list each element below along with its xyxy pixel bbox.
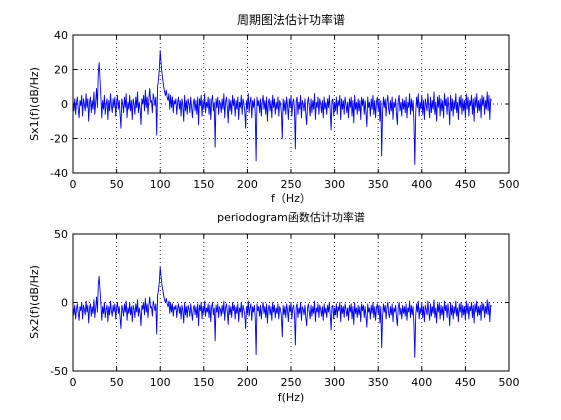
y-tick-label: -50	[50, 365, 68, 378]
x-tick-label: 450	[455, 376, 476, 389]
x-tick-label: 0	[70, 178, 77, 191]
x-tick-label: 50	[110, 376, 124, 389]
y-tick-label: 50	[54, 228, 68, 241]
x-tick-label: 500	[499, 178, 520, 191]
chart-title-top: 周期图法估计功率谱	[237, 12, 345, 27]
x-tick-label: 500	[499, 376, 520, 389]
y-axis-label-top: Sx1(f)(dB/Hz)	[28, 67, 41, 141]
x-tick-label: 350	[368, 178, 389, 191]
axes-top: 0 50 100 150 200 250 300 350 400 450 500 -40 -20 0 20 4…	[28, 12, 520, 205]
x-tick-label: 450	[455, 178, 476, 191]
x-tick-label: 250	[281, 178, 302, 191]
y-tick-label: -40	[50, 167, 68, 180]
x-axis-label-bottom: f(Hz)	[278, 391, 305, 404]
chart-title-bottom: periodogram函数估计功率谱	[217, 210, 365, 224]
series-line-top	[72, 50, 492, 165]
series-top	[72, 50, 492, 165]
y-tick-label: 40	[54, 29, 68, 42]
x-tick-label: 300	[324, 376, 345, 389]
y-tick-label: 20	[54, 64, 68, 77]
x-tick-label: 100	[150, 178, 171, 191]
x-tick-label: 150	[193, 178, 214, 191]
y-tick-label: 0	[61, 98, 68, 111]
y-tick-label: 0	[61, 297, 68, 310]
x-tick-label: 50	[110, 178, 124, 191]
x-tick-label: 150	[193, 376, 214, 389]
x-tick-label: 400	[411, 376, 432, 389]
y-tick-label: -20	[50, 133, 68, 146]
x-tick-label: 0	[70, 376, 77, 389]
x-tick-label: 350	[368, 376, 389, 389]
series-line-bottom	[72, 266, 492, 358]
x-axis-label-top: f（Hz）	[271, 192, 311, 205]
x-tick-label: 250	[281, 376, 302, 389]
x-tick-label: 200	[237, 178, 258, 191]
ticks-top: 0 50 100 150 200 250 300 350 400 450 500 -40 -20 0 20 4…	[50, 29, 519, 191]
x-tick-label: 400	[411, 178, 432, 191]
x-tick-label: 100	[150, 376, 171, 389]
series-bottom	[72, 266, 492, 358]
x-tick-label: 200	[237, 376, 258, 389]
y-axis-label-bottom: Sx2(f)(dB/Hz)	[28, 265, 41, 339]
x-tick-label: 300	[324, 178, 345, 191]
